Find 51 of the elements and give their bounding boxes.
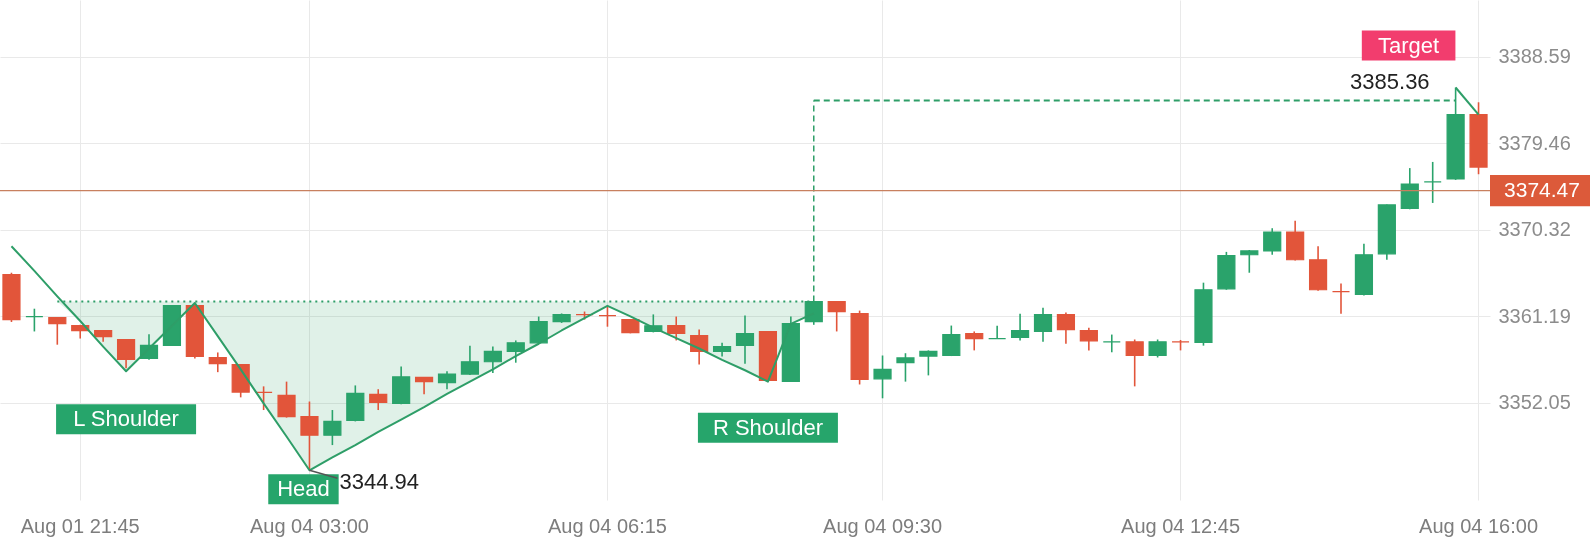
candlestick (1056, 311, 1076, 345)
candlestick (254, 385, 273, 411)
candlestick (1010, 312, 1030, 342)
candlestick (1033, 306, 1053, 343)
candlestick (48, 316, 67, 346)
candlestick (965, 330, 984, 352)
candlestick (323, 409, 342, 446)
candlestick (919, 349, 938, 377)
candlestick (529, 315, 548, 345)
candlestick (988, 324, 1007, 340)
y-tick-label: 3352.05 (1498, 391, 1571, 414)
y-tick-label: 3388.59 (1498, 45, 1571, 68)
ref-line-label: 3374.47 (1504, 177, 1580, 201)
candlestick (896, 352, 915, 383)
candlestick (667, 315, 686, 342)
y-tick-label: 3361.19 (1498, 304, 1571, 327)
annotation: Target (1378, 32, 1440, 58)
x-tick-label: Aug 04 12:45 (1121, 514, 1241, 537)
candlestick (598, 305, 617, 328)
candlestick (942, 324, 961, 357)
candlestick (25, 307, 44, 333)
annotation: 3344.94 (339, 469, 419, 495)
annotation: 3385.36 (1350, 68, 1430, 94)
x-tick-label: Aug 04 16:00 (1419, 514, 1539, 537)
x-tick-label: Aug 04 03:00 (249, 514, 369, 537)
x-tick-label: Aug 01 21:45 (20, 514, 140, 537)
candlestick (1423, 161, 1442, 204)
y-tick-label: 3370.32 (1498, 218, 1571, 241)
annotation: R Shoulder (712, 414, 823, 440)
candlestick (483, 345, 502, 374)
x-tick-label: Aug 04 06:15 (547, 514, 667, 537)
x-tick-label: Aug 04 09:30 (823, 514, 943, 537)
annotation: L Shoulder (73, 406, 179, 432)
candlestick (1331, 282, 1351, 315)
candlestick (1125, 338, 1144, 388)
candlestick (827, 300, 846, 333)
candlestick (873, 354, 892, 400)
candlestick (300, 400, 319, 472)
candlestick (1079, 326, 1098, 352)
y-tick-label: 3379.46 (1498, 131, 1571, 154)
candlestick (506, 339, 525, 364)
candlestick (369, 388, 388, 411)
annotation: Head (277, 476, 330, 502)
candlestick (1240, 249, 1259, 274)
candlestick (460, 344, 480, 376)
candlestick (116, 338, 136, 370)
candlestick (735, 314, 755, 365)
candlestick (208, 351, 227, 373)
candlestick (1102, 333, 1121, 354)
candlestick (277, 380, 296, 419)
candlestick (1263, 227, 1282, 256)
